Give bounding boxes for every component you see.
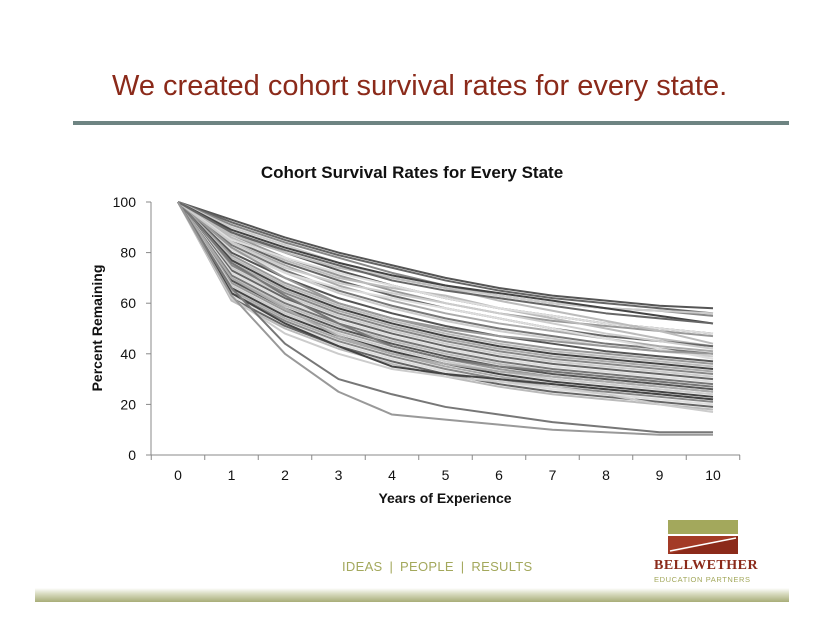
series-line-16 — [177, 201, 714, 368]
y-axis-label: Percent Remaining — [89, 265, 105, 392]
series-line-18 — [177, 201, 714, 373]
series-line-17 — [177, 201, 714, 370]
series-line-13 — [177, 201, 714, 360]
x-ticks: 0 1 2 3 4 5 6 7 8 9 10 — [150, 455, 741, 483]
chart-title: Cohort Survival Rates for Every State — [261, 163, 563, 182]
series-line-15 — [177, 201, 714, 365]
series-line-30 — [177, 201, 714, 403]
x-tick-label: 8 — [602, 467, 610, 483]
x-tick-label: 4 — [388, 467, 396, 483]
x-axis-label: Years of Experience — [378, 490, 511, 506]
series-line-23 — [177, 201, 714, 386]
tagline-separator: | — [460, 559, 465, 574]
series-line-34 — [177, 201, 714, 413]
series-line-20 — [177, 201, 714, 378]
y-tick-label: 20 — [120, 396, 136, 412]
series-line-41 — [177, 201, 714, 345]
series-group — [177, 201, 714, 436]
x-tick-label: 10 — [705, 467, 721, 483]
tagline-results: RESULTS — [471, 559, 533, 574]
bellwether-logo: BELLWETHER EDUCATION PARTNERS — [650, 520, 760, 584]
y-tick-label: 100 — [113, 194, 137, 210]
footer-bar — [35, 588, 789, 602]
logo-subtitle: EDUCATION PARTNERS — [654, 575, 751, 584]
series-line-42 — [177, 201, 714, 325]
y-ticks: 0 20 40 60 80 100 — [113, 194, 151, 463]
tagline-ideas: IDEAS — [342, 559, 383, 574]
series-line-37 — [177, 201, 714, 388]
logo-name: BELLWETHER — [654, 558, 759, 573]
series-line-36 — [177, 201, 714, 393]
y-tick-label: 60 — [120, 295, 136, 311]
series-line-21 — [177, 201, 714, 381]
y-tick-label: 40 — [120, 346, 136, 362]
x-tick-label: 9 — [656, 467, 664, 483]
series-line-1 — [177, 201, 714, 310]
series-line-22 — [177, 201, 714, 383]
series-line-5 — [177, 201, 714, 325]
tagline-separator: | — [389, 559, 394, 574]
series-line-11 — [177, 201, 714, 355]
x-tick-label: 1 — [228, 467, 236, 483]
x-tick-label: 6 — [495, 467, 503, 483]
x-tick-label: 7 — [549, 467, 557, 483]
series-line-27 — [177, 201, 714, 396]
series-line-2 — [177, 201, 714, 315]
tagline-people: PEOPLE — [400, 559, 454, 574]
y-tick-label: 80 — [120, 245, 136, 261]
series-line-43 — [177, 201, 713, 434]
slide-title: We created cohort survival rates for eve… — [112, 70, 728, 102]
series-line-38 — [177, 201, 714, 355]
x-tick-label: 3 — [335, 467, 343, 483]
series-line-14 — [177, 201, 714, 363]
y-tick-label: 0 — [128, 447, 136, 463]
title-divider — [73, 121, 789, 125]
series-line-35 — [177, 201, 714, 401]
logo-mark-icon — [668, 520, 738, 554]
series-line-44 — [177, 201, 713, 436]
x-tick-label: 2 — [281, 467, 289, 483]
tagline: IDEAS | PEOPLE | RESULTS — [342, 559, 533, 574]
series-line-40 — [177, 201, 714, 350]
x-tick-label: 0 — [174, 467, 182, 483]
x-tick-label: 5 — [442, 467, 450, 483]
